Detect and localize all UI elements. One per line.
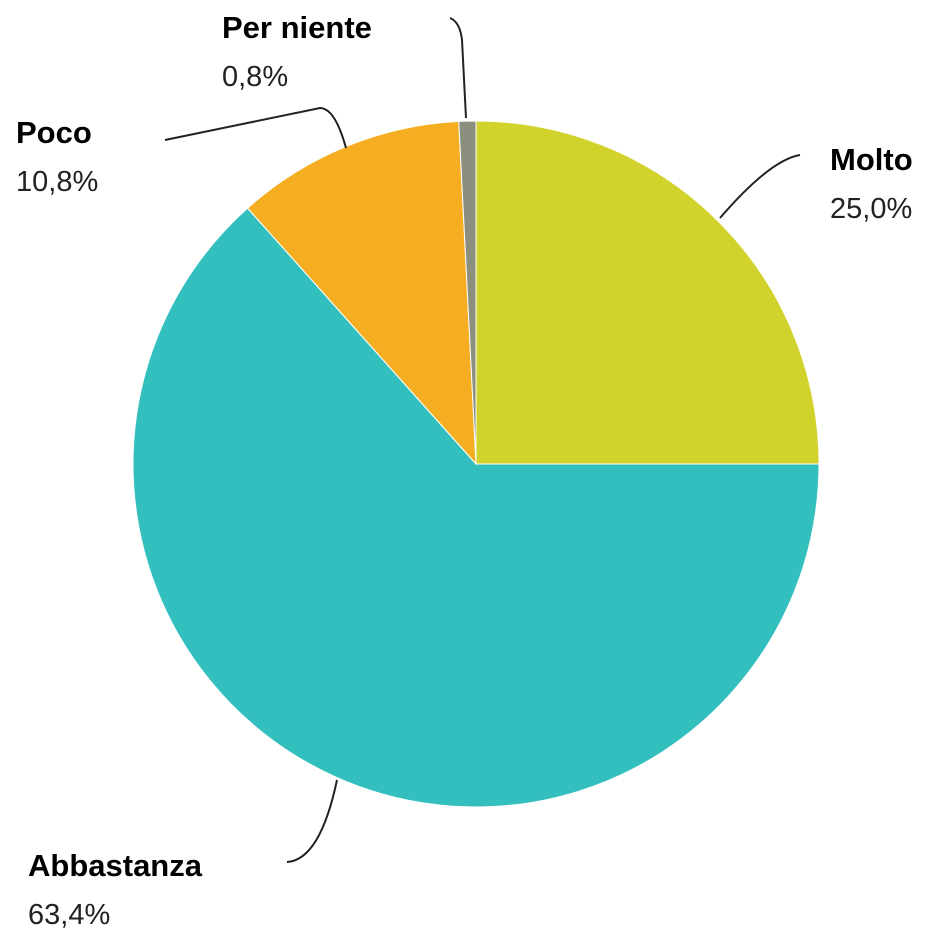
- pie-slice: [132, 207, 820, 808]
- pie-slice: [458, 120, 477, 465]
- slice-label: Poco: [16, 115, 92, 150]
- slice-label: Molto: [830, 142, 913, 177]
- leader-line: [286, 779, 338, 863]
- leader-line: [164, 106, 347, 149]
- slice-label: Abbastanza: [28, 848, 203, 883]
- leader-line: [719, 154, 801, 219]
- slice-label: Per niente: [222, 10, 372, 45]
- slice-value: 63,4%: [28, 899, 110, 930]
- slice-value: 10,8%: [16, 166, 98, 198]
- slice-value: 0,8%: [222, 61, 288, 93]
- leader-line: [449, 17, 467, 119]
- slice-value: 25,0%: [830, 193, 912, 225]
- pie-slice: [475, 120, 820, 465]
